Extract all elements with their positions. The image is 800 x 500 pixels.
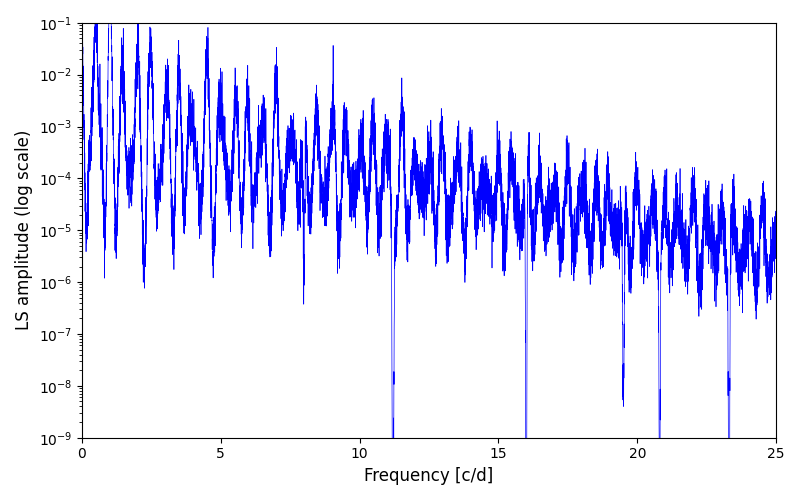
Y-axis label: LS amplitude (log scale): LS amplitude (log scale) (15, 130, 33, 330)
X-axis label: Frequency [c/d]: Frequency [c/d] (364, 467, 494, 485)
